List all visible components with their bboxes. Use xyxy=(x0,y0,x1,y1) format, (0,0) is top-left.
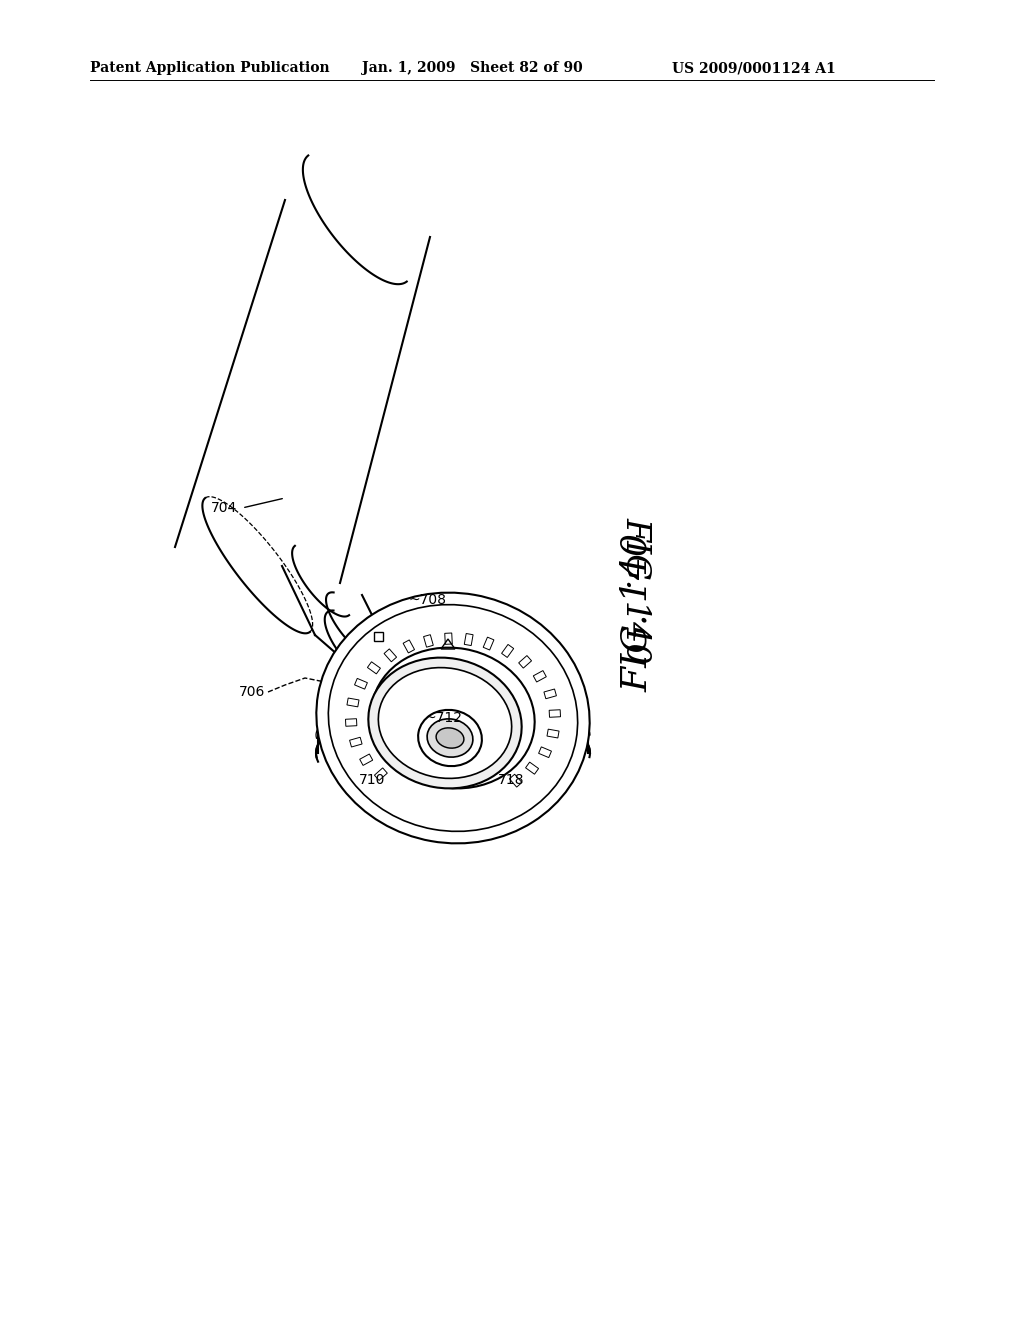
Ellipse shape xyxy=(378,668,512,779)
Text: FIG. 140: FIG. 140 xyxy=(620,532,654,692)
Text: 710: 710 xyxy=(358,774,385,787)
Bar xyxy=(374,631,383,640)
Text: ~712: ~712 xyxy=(425,711,463,725)
Ellipse shape xyxy=(436,727,464,748)
Text: Jan. 1, 2009   Sheet 82 of 90: Jan. 1, 2009 Sheet 82 of 90 xyxy=(362,61,583,75)
Ellipse shape xyxy=(427,719,473,758)
Ellipse shape xyxy=(369,657,521,788)
Text: US 2009/0001124 A1: US 2009/0001124 A1 xyxy=(672,61,836,75)
Text: 704: 704 xyxy=(211,502,237,515)
Text: ~708: ~708 xyxy=(408,593,446,607)
Text: 718: 718 xyxy=(498,774,524,787)
Text: FIG. 140: FIG. 140 xyxy=(618,516,651,664)
Text: Patent Application Publication: Patent Application Publication xyxy=(90,61,330,75)
Text: 706: 706 xyxy=(239,685,265,700)
Ellipse shape xyxy=(372,648,535,788)
Ellipse shape xyxy=(418,710,482,766)
Ellipse shape xyxy=(316,593,590,843)
